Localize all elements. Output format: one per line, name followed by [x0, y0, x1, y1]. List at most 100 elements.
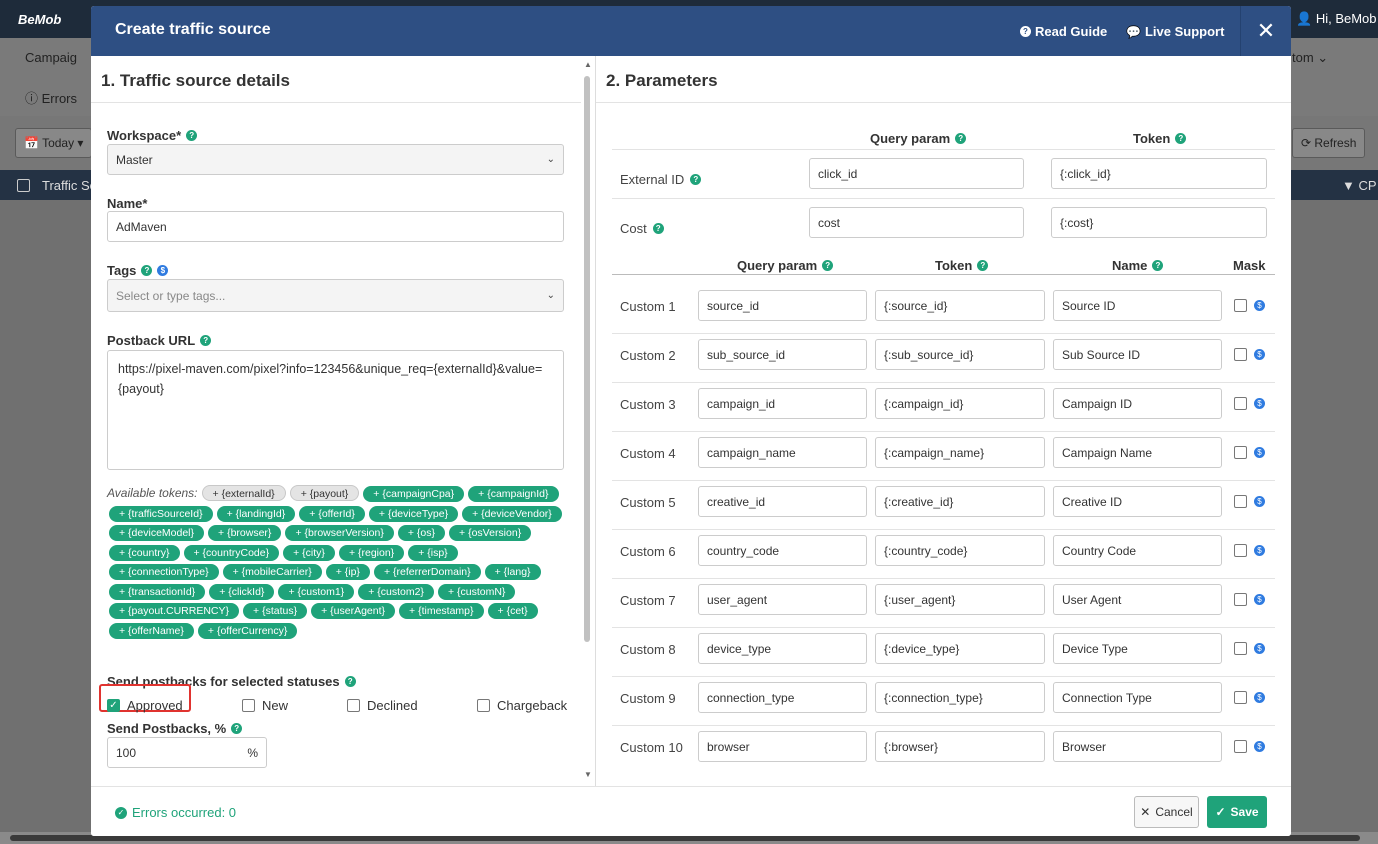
mask-checkbox[interactable]	[1234, 642, 1247, 655]
mask-checkbox[interactable]	[1234, 348, 1247, 361]
custom-name-input[interactable]: Source ID	[1053, 290, 1222, 321]
workspace-select[interactable]: Master ⌄	[107, 144, 564, 175]
scroll-thumb[interactable]	[584, 76, 590, 642]
tags-input[interactable]: Select or type tags... ⌄	[107, 279, 564, 312]
mask-checkbox[interactable]	[1234, 593, 1247, 606]
token-chip[interactable]: + {offerId}	[299, 505, 365, 522]
custom-token-input[interactable]: {:sub_source_id}	[875, 339, 1045, 370]
approved-checkbox[interactable]: ✓	[107, 699, 120, 712]
token-chip[interactable]: + {osVersion}	[449, 525, 532, 541]
external-id-token-input[interactable]: {:click_id}	[1051, 158, 1267, 189]
custom-token-input[interactable]: {:source_id}	[875, 290, 1045, 321]
help-icon[interactable]: ?	[186, 130, 198, 141]
info-icon[interactable]: $	[1254, 692, 1265, 703]
info-icon[interactable]: $	[1254, 300, 1265, 311]
custom-name-input[interactable]: Campaign Name	[1053, 437, 1222, 468]
custom-name-input[interactable]: Campaign ID	[1053, 388, 1222, 419]
custom-token-input[interactable]: {:country_code}	[875, 535, 1045, 566]
custom-name-input[interactable]: User Agent	[1053, 584, 1222, 615]
custom-token-input[interactable]: {:connection_type}	[875, 682, 1045, 713]
token-chip[interactable]: + {offerCurrency}	[197, 622, 298, 639]
external-id-param-input[interactable]: click_id	[809, 158, 1024, 189]
postback-url-textarea[interactable]: https://pixel-maven.com/pixel?info=12345…	[107, 350, 564, 470]
mask-checkbox[interactable]	[1234, 495, 1247, 508]
custom-token-input[interactable]: {:campaign_name}	[875, 437, 1045, 468]
scroll-up-icon[interactable]: ▲	[584, 60, 592, 69]
token-chip[interactable]: + {customN}	[437, 583, 516, 600]
token-chip[interactable]: + {payout.CURRENCY}	[109, 603, 240, 619]
custom-param-input[interactable]: source_id	[698, 290, 867, 321]
help-icon[interactable]: ?	[977, 260, 989, 271]
nav-campaigns[interactable]: Campaig	[25, 50, 78, 65]
refresh-button[interactable]: ⟳ Refresh	[1292, 128, 1366, 158]
token-chip[interactable]: + {payout}	[289, 485, 360, 501]
custom-name-input[interactable]: Country Code	[1053, 535, 1222, 566]
token-chip[interactable]: + {externalId}	[201, 485, 286, 501]
help-icon[interactable]: ?	[344, 676, 356, 687]
close-icon[interactable]: ✕	[1240, 6, 1291, 56]
custom-param-input[interactable]: campaign_id	[698, 388, 867, 419]
info-icon[interactable]: $	[1254, 447, 1265, 458]
token-chip[interactable]: + {timestamp}	[399, 603, 484, 619]
token-chip[interactable]: + {countryCode}	[183, 544, 280, 561]
info-icon[interactable]: $	[1254, 643, 1265, 654]
token-chip[interactable]: + {referrerDomain}	[373, 564, 481, 580]
info-icon[interactable]: $	[1254, 349, 1265, 360]
custom-param-input[interactable]: country_code	[698, 535, 867, 566]
custom-name-input[interactable]: Connection Type	[1053, 682, 1222, 713]
new-checkbox[interactable]	[242, 699, 255, 712]
send-pct-input[interactable]: 100%	[107, 737, 267, 768]
custom-token-input[interactable]: {:browser}	[875, 731, 1045, 762]
help-icon[interactable]: ?	[1175, 133, 1187, 144]
custom-token-input[interactable]: {:campaign_id}	[875, 388, 1045, 419]
token-chip[interactable]: + {trafficSourceId}	[109, 505, 213, 522]
chargeback-checkbox[interactable]	[477, 699, 490, 712]
token-chip[interactable]: + {region}	[338, 544, 405, 561]
mask-checkbox[interactable]	[1234, 740, 1247, 753]
user-menu[interactable]: 👤 Hi, BeMob	[1296, 11, 1377, 26]
token-chip[interactable]: + {lang}	[484, 564, 541, 580]
mask-checkbox[interactable]	[1234, 397, 1247, 410]
custom-param-input[interactable]: creative_id	[698, 486, 867, 517]
custom-param-input[interactable]: connection_type	[698, 682, 867, 713]
token-chip[interactable]: + {clickId}	[209, 583, 275, 600]
help-icon[interactable]: ?	[822, 260, 834, 271]
custom-param-input[interactable]: sub_source_id	[698, 339, 867, 370]
status-declined[interactable]: Declined	[347, 698, 418, 713]
token-chip[interactable]: + {browserVersion}	[285, 525, 394, 541]
custom-param-input[interactable]: campaign_name	[698, 437, 867, 468]
token-chip[interactable]: + {transactionId}	[109, 583, 206, 600]
info-icon[interactable]: $	[1254, 545, 1265, 556]
custom-name-input[interactable]: Device Type	[1053, 633, 1222, 664]
info-icon[interactable]: $	[1254, 398, 1265, 409]
token-chip[interactable]: + {custom1}	[278, 583, 355, 600]
help-icon[interactable]: ?	[141, 265, 153, 276]
scroll-down-icon[interactable]: ▼	[584, 770, 592, 779]
token-chip[interactable]: + {connectionType}	[109, 564, 219, 580]
token-chip[interactable]: + {mobileCarrier}	[222, 564, 322, 580]
details-scrollbar[interactable]: ▲ ▼	[581, 60, 593, 782]
token-chip[interactable]: + {ip}	[325, 564, 370, 580]
custom-name-input[interactable]: Browser	[1053, 731, 1222, 762]
info-icon[interactable]: $	[1254, 594, 1265, 605]
status-new[interactable]: New	[242, 698, 288, 713]
mask-checkbox[interactable]	[1234, 691, 1247, 704]
help-icon[interactable]: ?	[652, 223, 664, 234]
custom-param-input[interactable]: browser	[698, 731, 867, 762]
token-chip[interactable]: + {campaignId}	[468, 486, 559, 502]
info-icon[interactable]: $	[157, 265, 169, 276]
custom-param-input[interactable]: user_agent	[698, 584, 867, 615]
info-icon[interactable]: $	[1254, 496, 1265, 507]
token-chip[interactable]: + {isp}	[408, 544, 458, 561]
token-chip[interactable]: + {os}	[397, 525, 446, 541]
col-traffic-source[interactable]: Traffic So	[42, 178, 97, 193]
token-chip[interactable]: + {offerName}	[109, 622, 194, 639]
custom-name-input[interactable]: Creative ID	[1053, 486, 1222, 517]
token-chip[interactable]: + {userAgent}	[311, 603, 396, 619]
cost-param-input[interactable]: cost	[809, 207, 1024, 238]
token-chip[interactable]: + {campaignCpa}	[363, 486, 465, 502]
help-icon[interactable]: ?	[231, 723, 243, 734]
mask-checkbox[interactable]	[1234, 544, 1247, 557]
custom-token-input[interactable]: {:device_type}	[875, 633, 1045, 664]
token-chip[interactable]: + {deviceModel}	[109, 525, 205, 541]
